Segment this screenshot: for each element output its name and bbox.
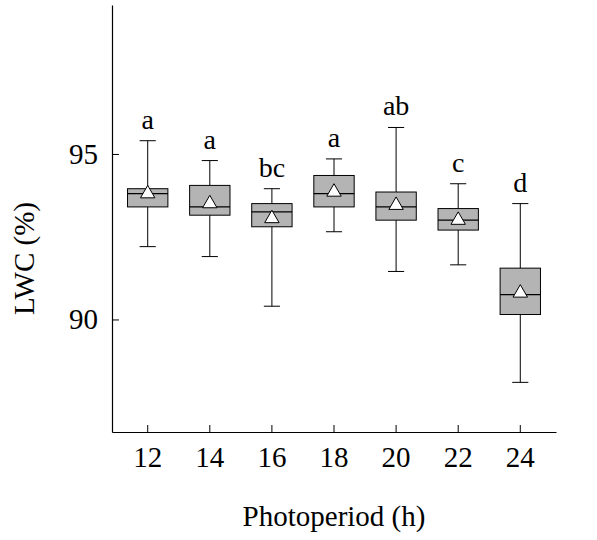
whisker-cap-upper <box>202 160 218 161</box>
whisker-cap-lower <box>202 256 218 257</box>
x-tick-mark <box>334 425 335 432</box>
y-axis-line <box>112 6 113 433</box>
x-tick-mark <box>147 425 148 432</box>
x-tick: 18 <box>320 425 349 473</box>
whisker-lower <box>209 215 210 256</box>
x-tick-mark <box>458 425 459 432</box>
annotation: ab <box>383 90 409 121</box>
whisker-lower <box>271 227 272 306</box>
y-axis: 90 95 <box>69 6 119 433</box>
y-tick-mark <box>112 154 119 155</box>
annotation: a <box>141 104 154 135</box>
box <box>314 175 354 206</box>
x-tick-label: 22 <box>444 441 473 473</box>
x-axis: 12 14 16 18 20 22 24 <box>113 425 557 473</box>
whisker-upper <box>334 159 335 176</box>
box <box>190 185 230 215</box>
annotation: a <box>328 122 341 153</box>
mean-marker <box>513 285 527 297</box>
whisker-cap-upper <box>388 127 404 128</box>
whisker-lower <box>520 314 521 382</box>
box <box>376 192 416 220</box>
x-tick-label: 18 <box>320 441 349 473</box>
x-tick-label: 12 <box>133 441 162 473</box>
x-tick-label: 14 <box>195 441 225 473</box>
whisker-cap-upper <box>140 140 156 141</box>
annotation: d <box>513 167 527 198</box>
whisker-upper <box>396 127 397 192</box>
x-tick: 12 <box>133 425 162 473</box>
mean-marker <box>265 210 279 222</box>
x-axis-line <box>113 432 557 433</box>
y-tick-label: 95 <box>69 138 98 170</box>
whisker-cap-lower <box>450 264 466 265</box>
x-tick-mark <box>396 425 397 432</box>
x-tick-mark <box>209 425 210 432</box>
whisker-cap-upper <box>450 183 466 184</box>
whisker-upper <box>520 204 521 269</box>
whisker-upper <box>147 141 148 189</box>
y-axis-title: LWC (%) <box>8 202 41 315</box>
whisker-cap-lower <box>326 231 342 232</box>
x-tick-label: 16 <box>257 441 286 473</box>
mean-marker <box>140 185 154 197</box>
whisker-lower <box>396 220 397 271</box>
x-tick: 16 <box>257 425 286 473</box>
x-tick: 20 <box>382 425 411 473</box>
x-axis-title: Photoperiod (h) <box>243 500 426 533</box>
whisker-lower <box>458 230 459 265</box>
whisker-cap-lower <box>264 306 280 307</box>
x-tick: 22 <box>444 425 473 473</box>
annotation: bc <box>259 152 285 183</box>
y-tick: 95 <box>69 138 119 170</box>
x-tick-mark <box>271 425 272 432</box>
x-tick-label: 20 <box>382 441 411 473</box>
box <box>438 209 478 231</box>
whisker-upper <box>458 184 459 209</box>
whisker-lower <box>334 207 335 232</box>
x-tick-mark <box>520 425 521 432</box>
whisker-upper <box>209 161 210 186</box>
boxes <box>128 127 541 382</box>
y-tick-label: 90 <box>69 303 98 335</box>
x-tick-label: 24 <box>506 441 536 473</box>
y-tick: 90 <box>69 303 119 335</box>
whisker-upper <box>271 189 272 204</box>
x-tick: 24 <box>506 425 536 473</box>
mean-marker <box>327 184 341 196</box>
whisker-cap-lower <box>512 382 528 383</box>
box <box>252 204 292 227</box>
whisker-cap-upper <box>326 158 342 159</box>
whisker-cap-lower <box>388 271 404 272</box>
annotation: a <box>204 124 217 155</box>
whisker-cap-upper <box>512 203 528 204</box>
mean-marker <box>203 195 217 207</box>
mean-marker <box>451 212 465 224</box>
mean-marker <box>389 197 403 209</box>
chart: aabcaabcd121416182022249095Photoperiod (… <box>0 0 597 540</box>
y-tick-mark <box>112 319 119 320</box>
whisker-cap-lower <box>140 246 156 247</box>
x-tick: 14 <box>195 425 225 473</box>
annotation: c <box>452 147 464 178</box>
whisker-cap-upper <box>264 188 280 189</box>
whisker-lower <box>147 207 148 247</box>
box <box>500 268 540 314</box>
